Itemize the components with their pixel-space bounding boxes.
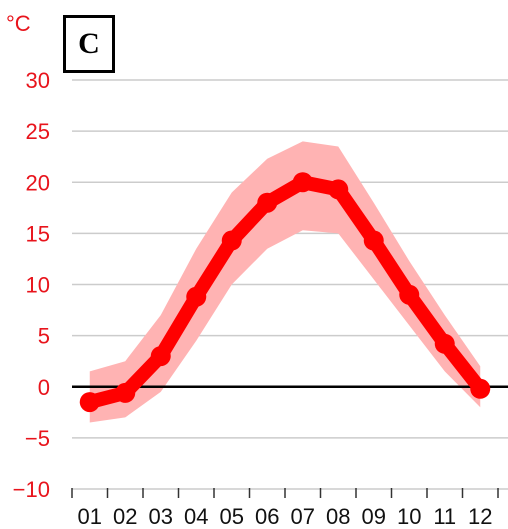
y-tick-label: −5 [25, 426, 50, 451]
data-point [79, 392, 100, 413]
data-point [150, 346, 171, 367]
panel-label-box: C [63, 15, 115, 73]
data-point [434, 333, 455, 354]
x-tick-label: 09 [362, 504, 386, 529]
y-tick-label: 5 [38, 324, 50, 349]
x-tick-label: 10 [397, 504, 421, 529]
x-tick-label: 01 [78, 504, 102, 529]
data-point [328, 179, 349, 200]
y-axis-tick-labels: −10 −5 0 5 10 15 20 25 30 [13, 68, 50, 502]
y-tick-label: −10 [13, 477, 50, 502]
x-tick-label: 07 [291, 504, 315, 529]
range-band [89, 141, 481, 423]
x-tick-label: 08 [326, 504, 350, 529]
y-tick-label: 30 [26, 68, 50, 93]
x-tick-label: 11 [433, 504, 456, 529]
data-point [363, 230, 384, 251]
data-point [115, 382, 136, 403]
data-point [257, 192, 278, 213]
gridlines [72, 79, 508, 490]
data-point [399, 284, 420, 305]
panel-label: C [78, 27, 100, 60]
x-tick-label: 12 [468, 504, 492, 529]
x-tick-label: 02 [113, 504, 137, 529]
x-tick-label: 03 [149, 504, 173, 529]
y-unit-label: °C [6, 11, 31, 36]
y-tick-label: 25 [26, 119, 50, 144]
y-tick-label: 10 [26, 273, 50, 298]
data-point [470, 378, 491, 399]
x-tick-label: 05 [220, 504, 244, 529]
range-band-area [89, 141, 481, 423]
x-tick-label: 06 [255, 504, 279, 529]
y-tick-label: 20 [26, 170, 50, 195]
temperature-series [79, 172, 491, 413]
y-tick-label: 15 [26, 221, 50, 246]
data-point [292, 172, 313, 193]
x-tick-label: 04 [184, 504, 208, 529]
y-tick-label: 0 [38, 375, 50, 400]
x-axis: 01 02 03 04 05 06 07 08 09 10 11 12 [71, 488, 499, 529]
data-point [186, 286, 207, 307]
data-point [221, 230, 242, 251]
